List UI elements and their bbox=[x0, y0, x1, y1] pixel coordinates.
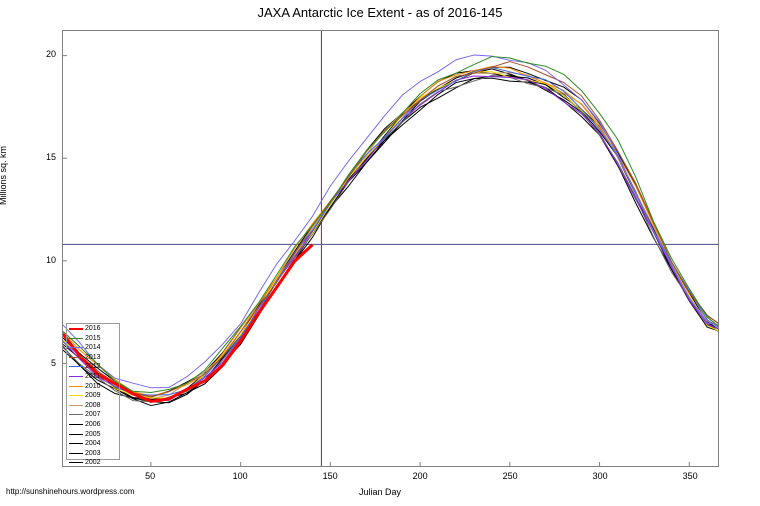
y-tick-5: 5 bbox=[50, 357, 56, 368]
legend-swatch-2002 bbox=[69, 462, 83, 464]
legend-item-2005[interactable]: 2005 bbox=[67, 430, 119, 440]
legend-swatch-2005 bbox=[69, 433, 83, 435]
x-axis-label: Julian Day bbox=[358, 487, 402, 497]
page-title: JAXA Antarctic Ice Extent - as of 2016-1… bbox=[257, 5, 503, 20]
legend-item-2009[interactable]: 2009 bbox=[67, 391, 119, 401]
series-line-2013 bbox=[63, 62, 718, 398]
legend-swatch-2011 bbox=[69, 375, 83, 377]
x-tick-100: 100 bbox=[232, 471, 248, 481]
legend-label: 2012 bbox=[85, 363, 101, 371]
legend-item-2011[interactable]: 2011 bbox=[67, 372, 119, 382]
legend-label: 2004 bbox=[85, 440, 101, 448]
x-tick-300: 300 bbox=[592, 471, 608, 481]
series-line-2009 bbox=[63, 72, 718, 398]
legend-label: 2011 bbox=[85, 372, 101, 380]
y-tick-15: 15 bbox=[45, 151, 56, 162]
chart-svg bbox=[63, 31, 718, 466]
legend-label: 2003 bbox=[85, 449, 101, 457]
legend-item-2013[interactable]: 2013 bbox=[67, 353, 119, 363]
y-tick-10: 10 bbox=[45, 254, 56, 265]
series-line-2014 bbox=[63, 55, 718, 388]
legend-label: 2014 bbox=[85, 344, 101, 352]
x-tick-200: 200 bbox=[412, 471, 428, 481]
series-line-2016 bbox=[63, 245, 312, 402]
legend-item-2015[interactable]: 2015 bbox=[67, 334, 119, 344]
legend-swatch-2012 bbox=[69, 366, 83, 368]
legend-label: 2007 bbox=[85, 411, 101, 419]
series-line-2002 bbox=[63, 67, 718, 397]
legend-swatch-2007 bbox=[69, 414, 83, 416]
credit-text: http://sunshinehours.wordpress.com bbox=[6, 487, 135, 496]
legend-item-2008[interactable]: 2008 bbox=[67, 401, 119, 411]
legend-item-2016[interactable]: 2016 bbox=[67, 324, 119, 334]
plot-area bbox=[62, 30, 719, 467]
legend-item-2002[interactable]: 2002 bbox=[67, 458, 119, 468]
series-line-2003 bbox=[63, 72, 718, 400]
legend-label: 2010 bbox=[85, 382, 101, 390]
legend-item-2006[interactable]: 2006 bbox=[67, 420, 119, 430]
legend-swatch-2004 bbox=[69, 443, 83, 445]
legend-swatch-2016 bbox=[69, 328, 83, 330]
legend-label: 2008 bbox=[85, 401, 101, 409]
legend-label: 2005 bbox=[85, 430, 101, 438]
legend-item-2007[interactable]: 2007 bbox=[67, 410, 119, 420]
y-axis-label: Millions sq. km bbox=[0, 145, 8, 205]
legend-item-2014[interactable]: 2014 bbox=[67, 343, 119, 353]
legend: 2016 2015 2014 2013 2012 2011 2010 2009 2008 2007… bbox=[66, 323, 120, 466]
x-tick-350: 350 bbox=[682, 471, 698, 481]
legend-item-2004[interactable]: 2004 bbox=[67, 439, 119, 449]
legend-label: 2006 bbox=[85, 420, 101, 428]
legend-item-2003[interactable]: 2003 bbox=[67, 449, 119, 459]
legend-swatch-2008 bbox=[69, 404, 83, 406]
x-tick-150: 150 bbox=[322, 471, 338, 481]
legend-label: 2009 bbox=[85, 392, 101, 400]
legend-label: 2015 bbox=[85, 334, 101, 342]
legend-label: 2013 bbox=[85, 353, 101, 361]
series-line-2008 bbox=[63, 73, 718, 399]
legend-swatch-2009 bbox=[69, 395, 83, 397]
legend-swatch-2010 bbox=[69, 385, 83, 387]
legend-swatch-2003 bbox=[69, 452, 83, 454]
series-line-2010 bbox=[63, 66, 718, 396]
x-tick-250: 250 bbox=[502, 471, 518, 481]
legend-swatch-2014 bbox=[69, 347, 83, 349]
y-tick-20: 20 bbox=[45, 48, 56, 59]
legend-swatch-2013 bbox=[69, 356, 83, 358]
series-line-2015 bbox=[63, 57, 718, 393]
legend-label: 2016 bbox=[85, 325, 101, 332]
legend-item-2012[interactable]: 2012 bbox=[67, 362, 119, 372]
legend-item-2010[interactable]: 2010 bbox=[67, 382, 119, 392]
legend-swatch-2006 bbox=[69, 423, 83, 425]
series-line-2004 bbox=[63, 69, 718, 400]
series-line-2012 bbox=[63, 67, 718, 395]
legend-swatch-2015 bbox=[69, 337, 83, 339]
legend-label: 2002 bbox=[85, 459, 101, 467]
x-tick-50: 50 bbox=[145, 471, 156, 481]
